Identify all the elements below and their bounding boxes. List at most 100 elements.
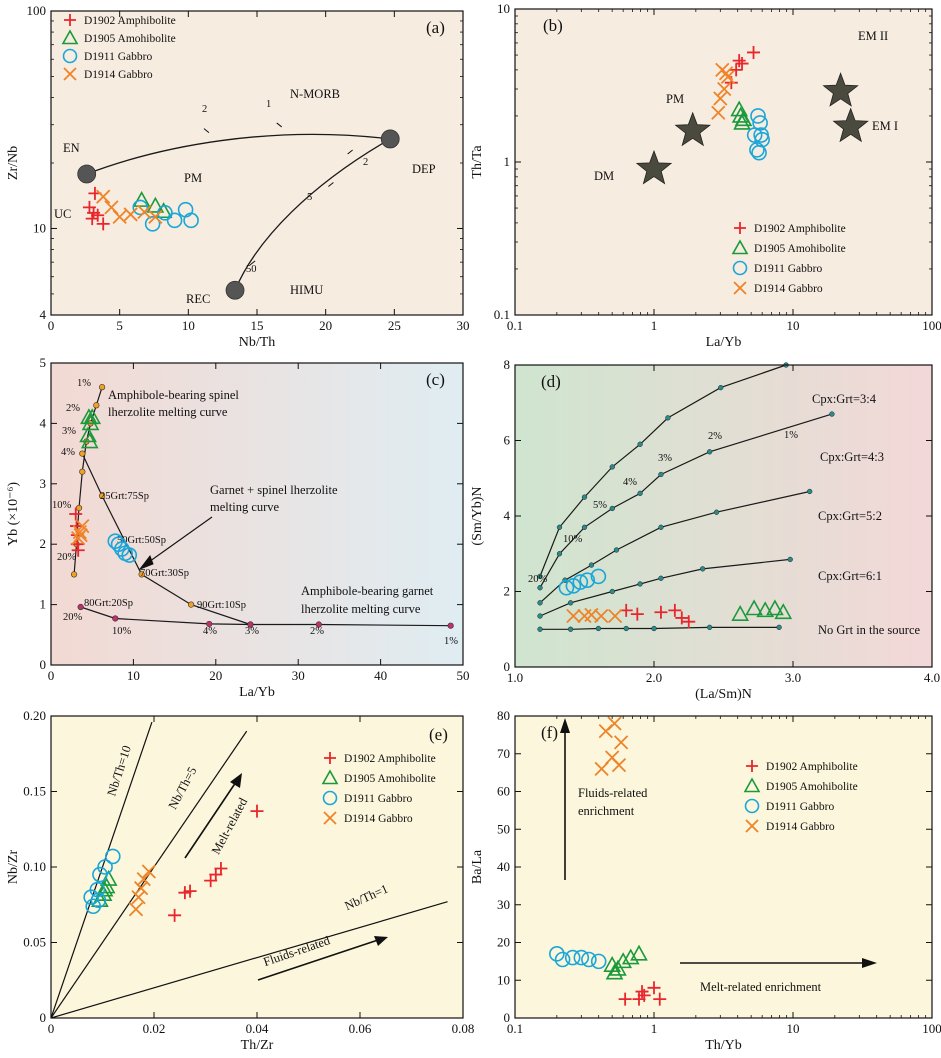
curve-tick [276, 122, 283, 128]
data-point-triangle [79, 426, 97, 443]
legend-label: D1902 Amphibolite [754, 223, 846, 235]
melt-label: Melt-related enrichment [700, 980, 822, 994]
y-tick-label: 10 [497, 1, 510, 16]
y-tick-label: 2 [40, 536, 47, 551]
data-point-triangle [774, 603, 793, 620]
curve-node [658, 471, 664, 478]
data-point-plus [668, 603, 682, 617]
percent-label: 2% [310, 626, 324, 637]
curve-node [658, 524, 664, 530]
curve-node [588, 562, 595, 568]
partial-melting-curve-0 [539, 364, 787, 577]
data-point-plus [168, 908, 182, 922]
y-tick-label: 2 [504, 584, 511, 599]
y-tick-label: 0 [504, 1010, 511, 1025]
curve-node [613, 547, 620, 553]
curve-tick [328, 182, 334, 187]
legend-label: D1902 Amphibolite [84, 15, 176, 27]
data-point-triangle [154, 202, 173, 219]
mixing-label: 70Grt:30Sp [140, 568, 189, 579]
legend-marker [63, 67, 77, 81]
label-himu: HIMU [290, 283, 323, 297]
curve-node [98, 384, 106, 391]
percent-label: 5% [593, 500, 607, 511]
data-point-x [123, 207, 138, 222]
tick-label-5: 5 [307, 192, 312, 203]
panel-title: (c) [426, 370, 445, 389]
x-axis-label: Th/Yb [705, 1038, 742, 1053]
data-point-triangle [731, 605, 750, 621]
data-point-plus [647, 981, 661, 995]
data-point-plus [637, 988, 651, 1002]
legend-marker [324, 752, 336, 764]
y-tick-label: 3 [40, 476, 47, 491]
curve-node [609, 464, 615, 470]
x-tick-label: 10 [182, 318, 195, 333]
label-pm: PM [666, 92, 684, 106]
curve-node [93, 402, 100, 409]
x-tick-label: 0.1 [507, 318, 523, 333]
x-tick-label: 0 [48, 1021, 55, 1036]
data-point-plus [183, 884, 197, 898]
data-point-x [594, 608, 609, 624]
legend-marker [745, 819, 759, 833]
curve-node [70, 571, 78, 578]
x-tick-label: 20 [209, 668, 222, 683]
label-uc: UC [54, 207, 71, 221]
end-member-dot [380, 129, 400, 149]
data-point-triangle [614, 952, 633, 969]
end-member-star [832, 107, 869, 143]
curve-tick [347, 149, 353, 155]
panel-e: Nb/Th=10 Nb/Th=5Nb/Th=1Melt-relatedFluids… [6, 708, 474, 1053]
data-point-triangle [745, 599, 763, 616]
curve-node [556, 524, 563, 530]
x-tick-label: 0.04 [246, 1021, 269, 1036]
panel-c: Amphibole-bearing spinel lherzolite melti… [6, 355, 470, 700]
curve-label: lherzolite melting curve [108, 405, 228, 419]
y-axis-label: Th/Ta [470, 145, 485, 179]
data-point-x [96, 189, 111, 204]
legend-marker [62, 48, 78, 64]
data-point-circle [558, 579, 575, 596]
curve-node [829, 411, 835, 417]
end-member-dot [225, 280, 245, 300]
y-tick-label: 0 [504, 659, 511, 674]
percent-label: 1% [784, 430, 798, 441]
percent-label: 10% [112, 626, 132, 637]
curve-node [637, 441, 643, 447]
data-point-x [131, 890, 146, 905]
data-point-plus [747, 45, 761, 59]
data-point-x [611, 757, 627, 773]
data-point-x [104, 200, 119, 215]
tick-label-1: 1 [266, 99, 271, 110]
x-tick-label: 50 [457, 668, 470, 683]
arrow-head [862, 958, 877, 968]
plot-frame [50, 362, 464, 666]
data-point-circle [579, 572, 596, 588]
curve-node [700, 566, 706, 572]
label-pm: PM [184, 171, 202, 185]
data-point-x [148, 209, 163, 225]
curve-node [77, 603, 84, 611]
ratio-label: Cpx:Grt=6:1 [818, 569, 882, 583]
label-en: EN [63, 141, 80, 155]
x-tick-label: 10 [127, 668, 140, 683]
data-point-circle [581, 951, 597, 968]
y-tick-label: 0.10 [23, 859, 46, 874]
x-tick-label: 1 [651, 318, 658, 333]
arrow-shaft [257, 939, 379, 981]
legend-label: D1911 Gabbro [754, 263, 822, 275]
curve-node [623, 625, 629, 632]
curve-label: Amphibole-bearing garnet [301, 584, 434, 598]
percent-label: 20% [528, 574, 548, 585]
legend-marker [746, 760, 758, 772]
panel-b: EM II EM I PM DM 0.1 1 10 100 0.1 1 10 La/Yb Th/Ta (b… [470, 1, 941, 350]
x-tick-label: 40 [374, 668, 387, 683]
percent-label: 4% [203, 626, 217, 637]
data-point-circle [554, 951, 571, 968]
x-tick-label: 3.0 [785, 670, 801, 685]
end-member-star [674, 111, 711, 147]
x-tick-label: 100 [922, 318, 941, 333]
legend-label: D1914 Gabbro [754, 283, 823, 295]
panel-title: (e) [429, 725, 448, 744]
